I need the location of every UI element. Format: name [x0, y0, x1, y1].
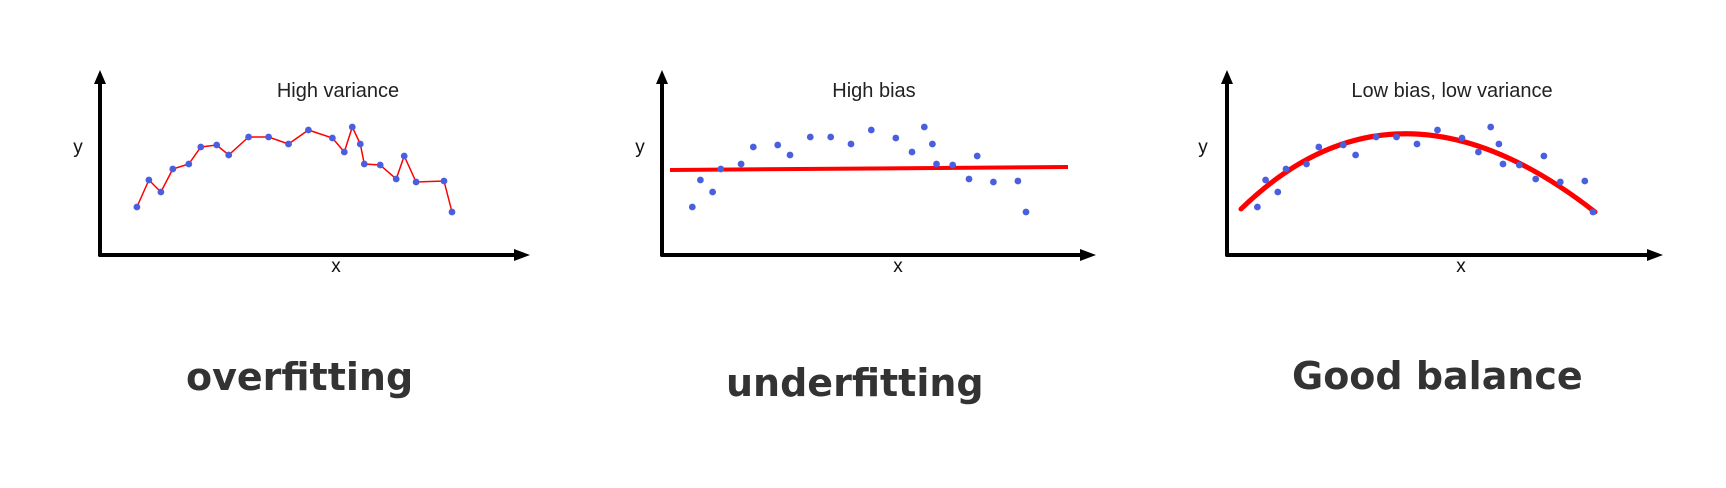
data-point [1589, 208, 1597, 216]
data-point [1458, 134, 1466, 142]
data-point [145, 176, 153, 184]
data-point [737, 160, 745, 168]
panel-title: Low bias, low variance [1351, 80, 1552, 102]
panel-title: High variance [277, 80, 399, 102]
y-axis-arrowhead [656, 70, 668, 84]
data-point [1499, 160, 1507, 168]
data-point [440, 177, 448, 185]
data-point [1487, 123, 1495, 131]
y-axis-arrowhead [94, 70, 106, 84]
caption-good-balance: Good balance [1292, 354, 1583, 398]
data-point [1352, 151, 1359, 159]
data-point [376, 161, 384, 169]
data-point [1372, 133, 1380, 141]
data-point [806, 133, 814, 141]
data-point [448, 208, 456, 216]
data-point [717, 165, 725, 173]
data-point [847, 140, 855, 148]
data-point [348, 123, 356, 131]
data-point [867, 126, 875, 134]
data-point [774, 141, 782, 149]
data-point [1475, 148, 1482, 156]
data-point [1515, 161, 1523, 169]
data-point [185, 160, 193, 168]
fit-curve [1238, 131, 1598, 215]
x-axis-label: x [893, 256, 903, 277]
data-point [920, 123, 928, 131]
data-point [245, 133, 253, 141]
data-point [1262, 176, 1269, 184]
x-axis-label: x [1456, 256, 1466, 277]
data-point [356, 140, 364, 148]
data-point [1556, 178, 1564, 186]
panel-title: High bias [832, 80, 915, 102]
caption-underfitting: underfitting [726, 361, 984, 405]
data-point [225, 151, 233, 159]
data-point [933, 160, 940, 168]
data-point [709, 188, 716, 196]
data-point [1022, 208, 1030, 216]
data-point [1254, 203, 1261, 211]
data-point [749, 143, 757, 151]
data-point [340, 148, 348, 156]
data-point [1434, 126, 1441, 134]
x-axis-label: x [331, 256, 341, 277]
data-point [1303, 160, 1310, 168]
x-axis-arrowhead [1647, 249, 1663, 261]
data-point [400, 152, 408, 160]
data-point [1282, 165, 1290, 173]
data-point [1274, 188, 1282, 196]
data-point [1581, 177, 1589, 185]
data-point [1413, 140, 1421, 148]
y-axis-label: y [73, 137, 83, 158]
y-axis-label: y [635, 137, 645, 158]
data-point [786, 151, 794, 159]
data-point [157, 188, 165, 196]
data-point [965, 175, 973, 183]
data-point [929, 140, 936, 148]
panel-underfitting: High bias y x [635, 70, 1096, 277]
data-point [908, 148, 916, 156]
data-point [1532, 175, 1540, 183]
data-point [949, 161, 957, 169]
data-point [827, 133, 835, 141]
x-axis-arrowhead [1080, 249, 1096, 261]
data-point [892, 134, 900, 142]
data-point [1339, 141, 1347, 149]
panel-overfitting: High variance y x [73, 70, 530, 277]
data-point [197, 143, 205, 151]
data-point [990, 178, 997, 186]
y-axis-label: y [1198, 137, 1208, 158]
data-point [305, 126, 312, 134]
y-axis-arrowhead [1221, 70, 1233, 84]
fit-curve [136, 124, 453, 213]
data-point [133, 203, 141, 211]
data-point [392, 175, 400, 183]
data-point [285, 140, 292, 148]
data-point [412, 178, 420, 186]
data-point [1014, 177, 1022, 185]
data-point [169, 165, 177, 173]
data-point [213, 141, 221, 149]
panel-good-balance: Low bias, low variance y x [1198, 70, 1663, 277]
data-point [265, 133, 272, 141]
caption-overfitting: overfitting [186, 355, 414, 399]
x-axis-arrowhead [514, 249, 530, 261]
data-point [688, 203, 696, 211]
data-point [1540, 152, 1548, 160]
fit-line [669, 165, 1069, 172]
data-point [697, 176, 704, 184]
data-point [360, 160, 368, 168]
data-point [329, 134, 336, 142]
data-point [973, 152, 981, 160]
data-point [1315, 143, 1323, 151]
data-point [1495, 140, 1503, 148]
data-point [1393, 133, 1400, 141]
